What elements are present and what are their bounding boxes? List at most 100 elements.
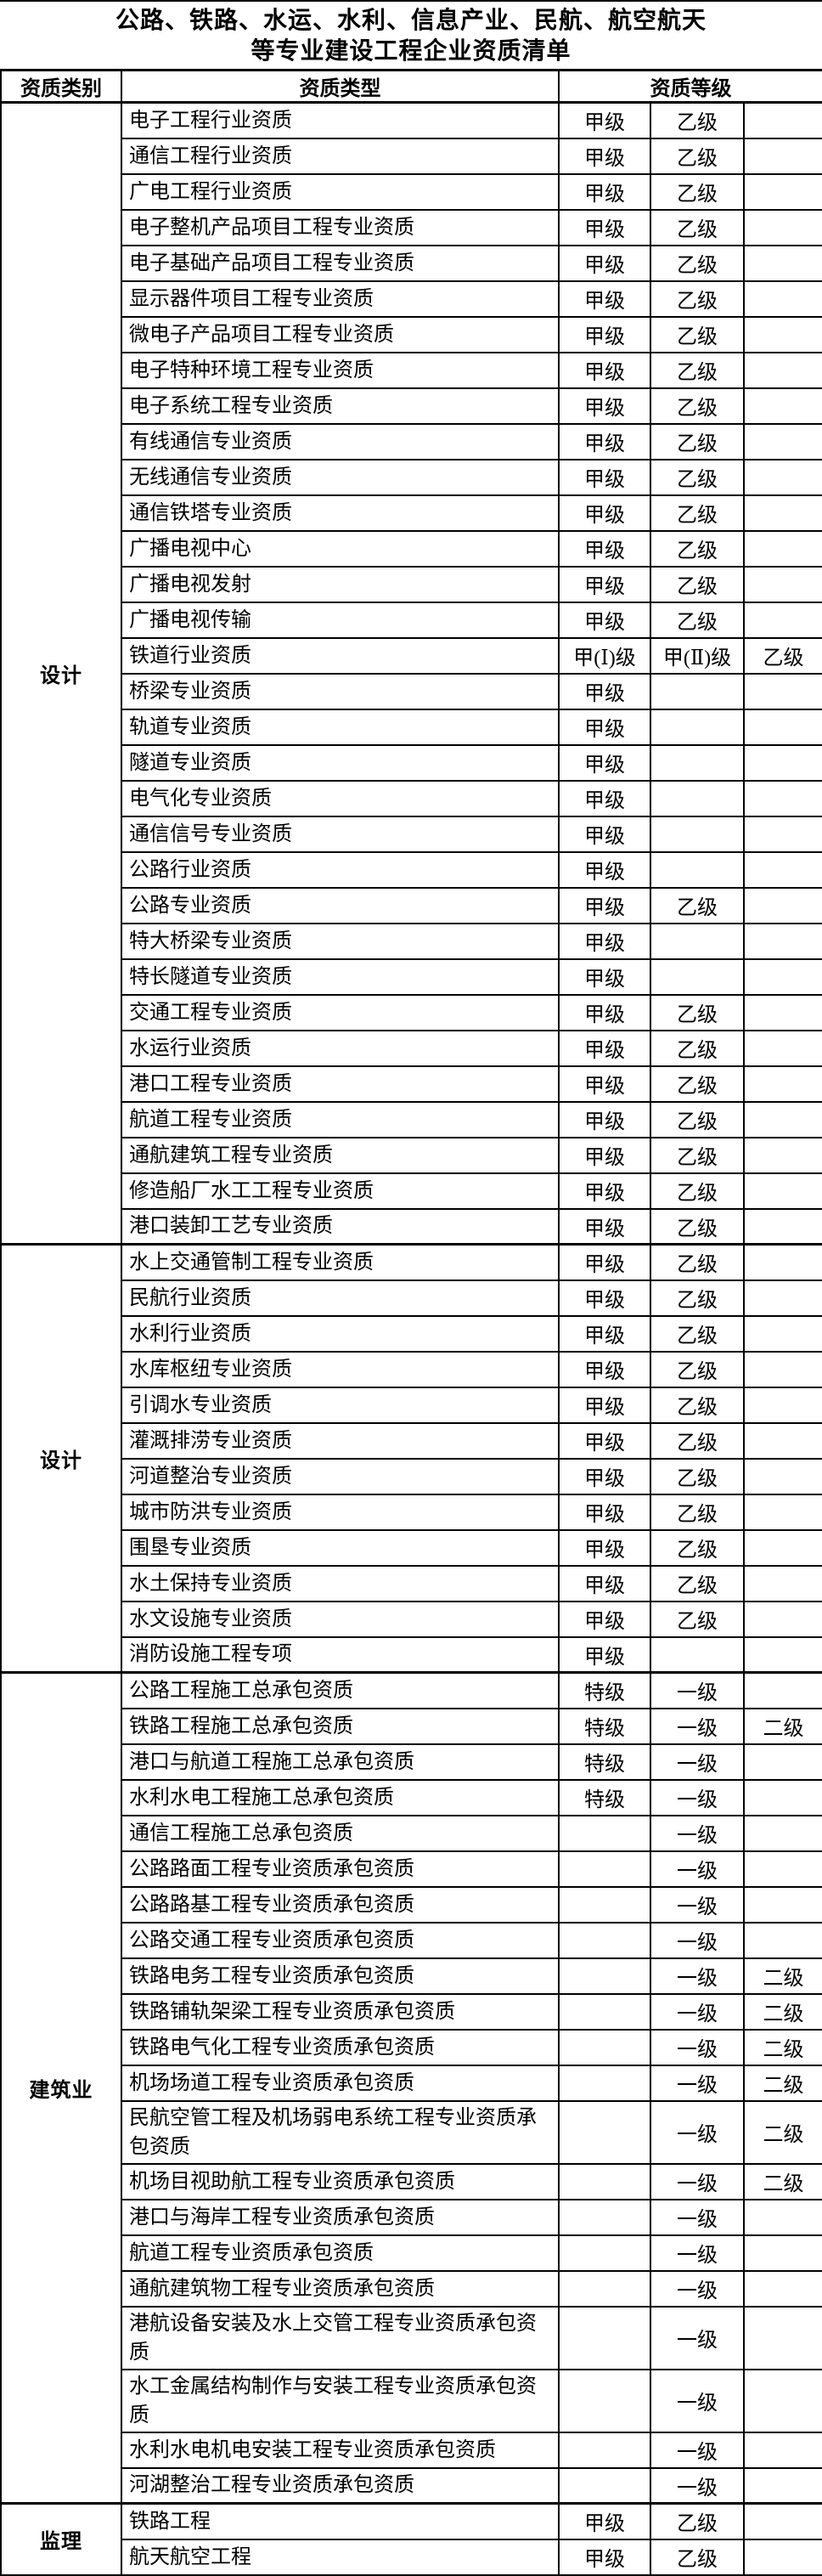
table-row: 航道工程专业资质 甲级 乙级: [1, 1100, 822, 1138]
level-cell: 甲级: [558, 315, 651, 353]
table-header: 资质类别 资质类型 资质等级: [0, 69, 822, 104]
level-cell: 一级: [650, 1814, 745, 1852]
table-row: 电子特种环境工程专业资质 甲级 乙级: [1, 351, 822, 389]
header-category: 资质类别: [0, 69, 122, 104]
level-cell: 乙级: [650, 387, 745, 425]
level-cell: [742, 315, 822, 353]
level-cell: 乙级: [650, 458, 745, 496]
level-cell: 二级: [742, 2064, 822, 2102]
level-cell: [650, 708, 745, 746]
level-cell: 甲(Ⅱ)级: [650, 636, 745, 675]
level-cell: [742, 351, 822, 389]
level-cell: [742, 743, 822, 782]
level-cell: 甲级: [558, 1243, 651, 1281]
type-cell: 消防设施工程专项: [121, 1635, 560, 1674]
type-cell: 公路路基工程专业资质承包资质: [121, 1885, 560, 1924]
level-cell: [742, 1493, 822, 1531]
level-cell: 一级: [650, 1992, 745, 2031]
table-row: 铁路工程施工总承包资质 特级 一级 二级: [1, 1707, 822, 1745]
level-cell: [742, 601, 822, 639]
level-cell: [742, 529, 822, 568]
type-cell: 港航设备安装及水上交管工程专业资质承包资质: [121, 2305, 560, 2370]
level-cell: [742, 958, 822, 996]
table-row: 公路交通工程专业资质承包资质 一级: [1, 1921, 822, 1959]
type-cell: 公路工程施工总承包资质: [121, 1671, 560, 1709]
title-line-2: 等专业建设工程企业资质清单: [251, 38, 571, 65]
level-cell: 二级: [742, 1707, 822, 1745]
type-cell: 港口装卸工艺专业资质: [121, 1207, 560, 1246]
level-cell: 乙级: [650, 886, 745, 924]
level-cell: 乙级: [650, 601, 745, 639]
type-cell: 港口工程专业资质: [121, 1065, 560, 1103]
level-cell: [742, 993, 822, 1031]
level-cell: [742, 494, 822, 532]
level-cell: [742, 208, 822, 246]
type-cell: 铁路电务工程专业资质承包资质: [121, 1957, 560, 1995]
type-cell: 交通工程专业资质: [121, 993, 560, 1031]
level-cell: 甲级: [558, 1100, 651, 1138]
level-cell: 一级: [650, 1778, 745, 1816]
table-row: 电子基础产品项目工程专业资质 甲级 乙级: [1, 244, 822, 282]
level-cell: 甲级: [558, 922, 651, 960]
level-cell: [742, 1600, 822, 1638]
level-cell: 甲级: [558, 1065, 651, 1103]
level-cell: 甲级: [558, 1279, 651, 1317]
type-cell: 围垦专业资质: [121, 1528, 560, 1567]
table-row: 公路路基工程专业资质承包资质 一级: [1, 1885, 822, 1924]
level-cell: 甲级: [558, 958, 651, 996]
level-cell: [558, 1850, 651, 1888]
table-row: 设计 水上交通管制工程专业资质 甲级 乙级: [0, 1243, 822, 1674]
level-cell: 乙级: [650, 208, 745, 246]
type-cell: 通信工程施工总承包资质: [121, 1814, 560, 1852]
level-cell: [742, 1243, 822, 1281]
level-cell: [742, 1671, 822, 1709]
level-cell: [742, 1421, 822, 1460]
level-cell: [742, 458, 822, 496]
table-row: 修造船厂水工工程专业资质 甲级 乙级: [1, 1172, 822, 1210]
level-cell: [742, 1029, 822, 1067]
level-cell: 一级: [650, 1743, 745, 1781]
section-3: 监理 铁路工程 甲级 乙级 航天航空工程 甲级 乙级: [0, 2502, 822, 2576]
table-row: 广播电视中心 甲级 乙级: [1, 529, 822, 568]
table-row: 隧道专业资质 甲级: [1, 743, 822, 782]
level-cell: [742, 422, 822, 460]
level-cell: [742, 1814, 822, 1852]
level-cell: 二级: [742, 1992, 822, 2031]
level-cell: 乙级: [650, 1600, 745, 1638]
level-cell: 甲级: [558, 1386, 651, 1424]
level-cell: [650, 815, 745, 853]
table-row: 广播电视发射 甲级 乙级: [1, 565, 822, 603]
level-cell: 甲级: [558, 815, 651, 853]
level-cell: 一级: [650, 2162, 745, 2200]
level-cell: 甲级: [558, 422, 651, 460]
title-line-1: 公路、铁路、水运、水利、信息产业、民航、航空航天: [115, 8, 707, 34]
table-row: 港口与海岸工程专业资质承包资质 一级: [1, 2198, 822, 2236]
table-row: 公路行业资质 甲级: [1, 850, 822, 889]
table-row: 显示器件项目工程专业资质 甲级 乙级: [1, 280, 822, 318]
level-cell: [742, 1279, 822, 1317]
type-cell: 航道工程专业资质: [121, 1100, 560, 1138]
level-cell: [558, 1921, 651, 1959]
table-row: 水文设施专业资质 甲级 乙级: [1, 1600, 822, 1638]
level-cell: [742, 1207, 822, 1246]
page-title: 公路、铁路、水运、水利、信息产业、民航、航空航天 等专业建设工程企业资质清单: [0, 2, 822, 69]
level-cell: 乙级: [650, 1421, 745, 1460]
level-cell: 甲级: [558, 244, 651, 282]
level-cell: [742, 1386, 822, 1424]
level-cell: 甲级: [558, 672, 651, 710]
level-cell: [742, 708, 822, 746]
level-cell: [742, 2198, 822, 2236]
level-cell: [558, 1885, 651, 1924]
level-cell: [742, 565, 822, 603]
level-cell: [650, 672, 745, 710]
level-cell: 乙级: [650, 1136, 745, 1174]
type-cell: 水库枢纽专业资质: [121, 1350, 560, 1388]
level-cell: 甲级: [558, 886, 651, 924]
level-cell: 乙级: [742, 636, 822, 675]
type-cell: 通航建筑工程专业资质: [121, 1136, 560, 1174]
level-cell: 一级: [650, 1885, 745, 1924]
type-cell: 铁路铺轨架梁工程专业资质承包资质: [121, 1992, 560, 2031]
table-row: 轨道专业资质 甲级: [1, 708, 822, 746]
level-cell: [742, 886, 822, 924]
table-row: 铁路电务工程专业资质承包资质 一级 二级: [1, 1957, 822, 1995]
